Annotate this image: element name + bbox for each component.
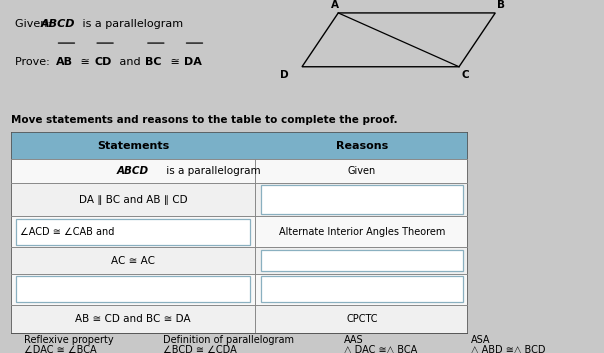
Text: is a parallelogram: is a parallelogram — [79, 19, 182, 29]
Text: AB: AB — [56, 58, 72, 67]
Text: Given:: Given: — [15, 19, 54, 29]
Text: ABCD: ABCD — [41, 19, 76, 29]
Text: Reflexive property: Reflexive property — [24, 335, 114, 345]
Text: ∠DAC ≅ ∠BCA: ∠DAC ≅ ∠BCA — [24, 345, 97, 353]
Text: ≅: ≅ — [167, 58, 183, 67]
Text: Move statements and reasons to the table to complete the proof.: Move statements and reasons to the table… — [11, 115, 397, 125]
Text: ASA: ASA — [471, 335, 490, 345]
Bar — [261, 276, 463, 303]
Text: D: D — [280, 70, 288, 80]
Text: ABCD: ABCD — [117, 166, 149, 176]
Text: ≅: ≅ — [77, 58, 94, 67]
Bar — [261, 185, 463, 214]
Bar — [11, 247, 468, 274]
Text: B: B — [497, 0, 506, 10]
Text: A: A — [331, 0, 339, 10]
Text: Given: Given — [348, 166, 376, 176]
Text: CD: CD — [94, 58, 112, 67]
Text: DA: DA — [184, 58, 202, 67]
Text: AAS: AAS — [344, 335, 364, 345]
Text: AC ≅ AC: AC ≅ AC — [111, 256, 155, 265]
Text: △ ABD ≅△ BCD: △ ABD ≅△ BCD — [471, 345, 545, 353]
Text: △ DAC ≅△ BCA: △ DAC ≅△ BCA — [344, 345, 417, 353]
Bar — [11, 274, 468, 305]
Text: Statements: Statements — [97, 140, 169, 151]
Bar — [16, 276, 250, 303]
Bar — [11, 216, 468, 247]
Text: AB ≅ CD and BC ≅ DA: AB ≅ CD and BC ≅ DA — [76, 314, 191, 324]
Bar — [16, 219, 250, 245]
Text: and: and — [116, 58, 144, 67]
Text: Reasons: Reasons — [336, 140, 388, 151]
Text: ∠ACD ≅ ∠CAB and: ∠ACD ≅ ∠CAB and — [20, 227, 114, 237]
Text: C: C — [461, 70, 469, 80]
Bar — [11, 305, 468, 334]
Bar — [11, 132, 468, 159]
Text: CPCTC: CPCTC — [346, 314, 378, 324]
Text: BC: BC — [145, 58, 161, 67]
Text: Alternate Interior Angles Theorem: Alternate Interior Angles Theorem — [278, 227, 445, 237]
Text: is a parallelogram: is a parallelogram — [163, 166, 260, 176]
Bar — [11, 183, 468, 216]
Text: DA ∥ BC and AB ∥ CD: DA ∥ BC and AB ∥ CD — [79, 195, 187, 205]
Text: ∠BCD ≅ ∠CDA: ∠BCD ≅ ∠CDA — [163, 345, 237, 353]
Bar — [11, 159, 468, 183]
Text: Prove:: Prove: — [15, 58, 53, 67]
Bar — [261, 250, 463, 271]
Text: Definition of parallelogram: Definition of parallelogram — [163, 335, 294, 345]
